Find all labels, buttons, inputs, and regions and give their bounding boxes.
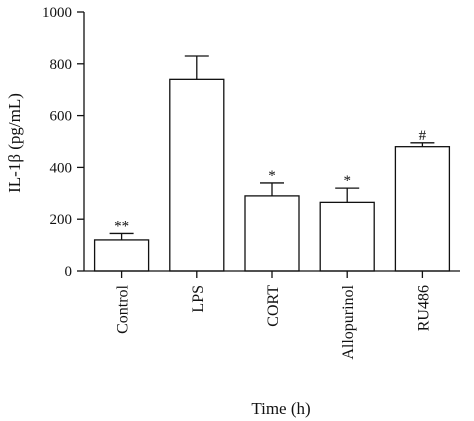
bar xyxy=(93,239,150,272)
bar xyxy=(244,195,300,272)
significance-label: # xyxy=(419,128,427,144)
x-tick-label: CORT xyxy=(265,285,282,327)
y-tick-label: 200 xyxy=(50,212,73,228)
x-tick-label: LPS xyxy=(190,285,207,313)
y-tick-label: 0 xyxy=(65,264,73,280)
significance-label: * xyxy=(343,173,351,189)
bar xyxy=(319,201,375,272)
y-tick-label: 400 xyxy=(50,160,73,176)
x-axis: Control LPS CORT Allopurinol RU486 xyxy=(84,270,460,360)
bars: *** *# xyxy=(93,55,451,272)
x-tick-label: Control xyxy=(115,284,132,333)
y-tick-label: 800 xyxy=(50,57,73,73)
significance-label: ** xyxy=(114,218,129,234)
bar xyxy=(169,78,225,272)
y-axis: 0 200 400 600 800 1000 xyxy=(42,5,85,280)
y-tick-label: 1000 xyxy=(42,5,72,21)
significance-label: * xyxy=(268,168,276,184)
x-tick-label: Allopurinol xyxy=(340,284,357,359)
x-axis-title: Time (h) xyxy=(251,399,310,418)
y-axis-title: IL-1β (pg/mL) xyxy=(5,93,24,193)
x-tick-label: RU486 xyxy=(415,285,432,331)
y-tick-label: 600 xyxy=(50,109,73,125)
bar xyxy=(394,146,451,272)
